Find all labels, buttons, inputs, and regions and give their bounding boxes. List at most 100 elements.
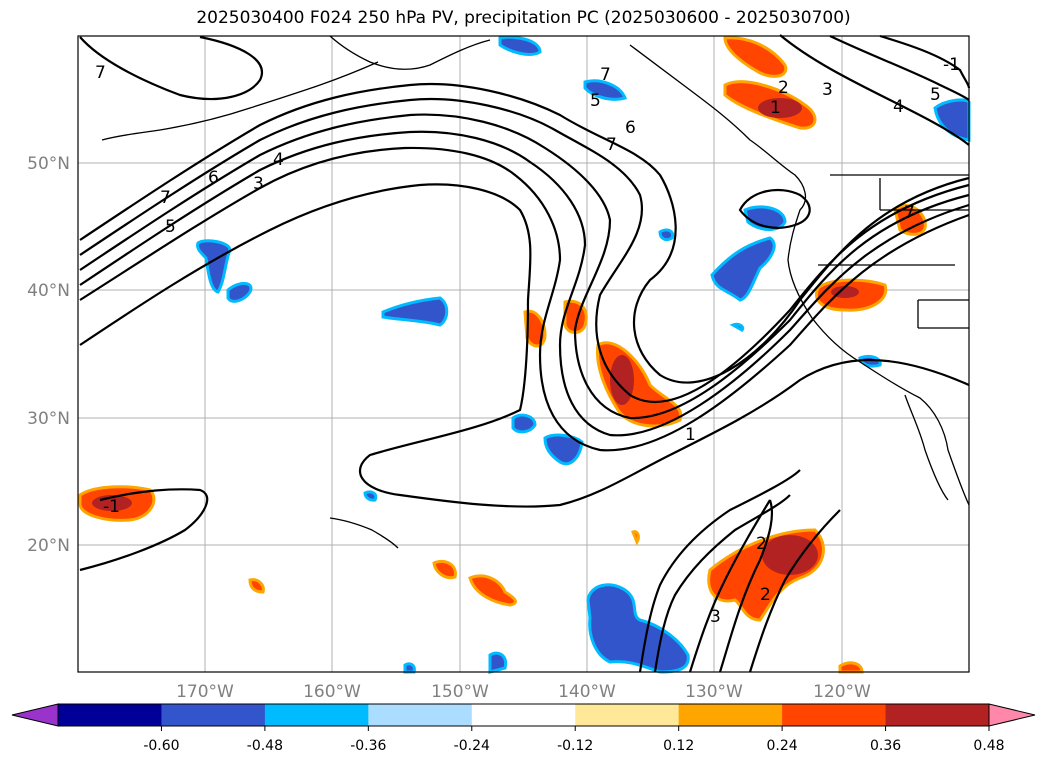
colorbar-tick-label: -0.36 [350, 738, 386, 754]
precip-strong-area [758, 98, 802, 118]
hawaiian-islands [329, 517, 399, 549]
lon-label: 120°W [813, 682, 871, 702]
precip-positive-area [432, 559, 457, 580]
contour-label: 1 [685, 425, 696, 445]
contour-label: 7 [160, 188, 171, 208]
colorbar-segment [264, 704, 369, 726]
contour-label: 7 [904, 203, 915, 223]
contour-label: 7 [95, 63, 106, 83]
precip-negative-area [543, 433, 584, 466]
precip-strong-area [610, 355, 634, 405]
colorbar-segment [368, 704, 473, 726]
pv-contour-line [638, 469, 801, 673]
colorbar-tick-label: -0.12 [557, 738, 593, 754]
precip-positive-area [838, 661, 864, 674]
precip-strong-area [831, 286, 859, 298]
pv-contour-line [748, 509, 841, 673]
precip-negative-area [658, 228, 675, 242]
precip-positive-area [631, 530, 640, 546]
precip-negative-area [583, 79, 628, 101]
colorbar-segment [471, 704, 576, 726]
precip-negative-area [586, 583, 690, 674]
contour-label: 3 [822, 80, 833, 100]
pv-contour-line [79, 82, 970, 384]
colorbar-segment [678, 704, 783, 726]
precip-negative-area [858, 354, 882, 368]
contour-label: -1 [103, 497, 120, 517]
pv-contour-line [829, 35, 970, 101]
colorbar-segment [885, 704, 990, 726]
colorbar-tick-label: -0.48 [247, 738, 283, 754]
precip-positive-area [523, 309, 547, 348]
pv-contour-line [79, 146, 970, 452]
aleutian-islands [101, 61, 379, 141]
pv-contour-labels: 7 7 6 5 4 3 5 6 7 7 5 4 3 2 1 7 1 -1 2 3… [95, 55, 960, 627]
colorbar-segment [161, 704, 266, 726]
precip-negative-area [710, 236, 776, 302]
contour-label: 1 [770, 98, 781, 118]
contour-label: 6 [625, 118, 636, 138]
colorbar-segment [782, 704, 887, 726]
pv-contour-line [79, 35, 263, 101]
pv-contour-line [779, 34, 970, 146]
lon-label: 130°W [685, 682, 743, 702]
colorbar-tick-label: -0.24 [454, 738, 490, 754]
pv-contour-line [738, 188, 811, 229]
precip-negative-area [488, 651, 508, 674]
contour-label: 5 [930, 85, 941, 105]
lat-label: 40°N [27, 281, 70, 301]
colorbar-extend-low-outline [11, 703, 59, 727]
lat-label: 20°N [27, 536, 70, 556]
map-frame [77, 35, 970, 673]
precip-negative-area [363, 490, 378, 502]
north-america-west-coast [629, 44, 970, 506]
colorbar-tick-label: 0.12 [663, 738, 694, 754]
contour-label: 2 [778, 78, 789, 98]
lon-label: 160°W [303, 682, 361, 702]
pv-contours [79, 34, 971, 673]
colorbar-extend-high [989, 704, 1035, 726]
pv-contour-line [653, 494, 791, 673]
contour-label: 2 [756, 534, 767, 554]
precip-negative-area [511, 413, 537, 434]
map-background [78, 36, 969, 672]
pv-contour-line [718, 499, 774, 673]
lat-label: 30°N [27, 409, 70, 429]
baja-california [904, 394, 949, 501]
pv-contour-line [879, 34, 971, 89]
pv-contour-line [79, 97, 970, 404]
pv-contour-line [79, 130, 970, 437]
pv-contour-line [79, 113, 970, 420]
contour-label: 6 [208, 168, 219, 188]
lon-label: 140°W [558, 682, 616, 702]
contour-label: 5 [165, 217, 176, 237]
colorbar-extend-low [12, 704, 58, 726]
lon-label: 150°W [431, 682, 489, 702]
colorbar-segment [58, 704, 162, 726]
contour-label: 4 [893, 97, 904, 117]
contour-label: -1 [943, 55, 960, 75]
colorbar-tick-label: 0.36 [870, 738, 901, 754]
precip-shading [78, 35, 971, 674]
map-title: 2025030400 F024 250 hPa PV, precipitatio… [196, 8, 851, 28]
contour-label: 5 [590, 91, 601, 111]
precip-negative-area [498, 35, 542, 56]
contour-label: 4 [273, 150, 284, 170]
colorbar-segment [575, 704, 680, 726]
colorbar: -0.60 -0.48 -0.36 -0.24 -0.12 0.12 0.24 0.36 0.4… [11, 703, 1036, 754]
contour-label: 3 [710, 607, 721, 627]
precip-positive-area [468, 574, 517, 607]
precip-negative-area [729, 322, 745, 332]
contour-label: 3 [253, 174, 264, 194]
pv-contour-line [79, 183, 970, 508]
alaska-coast [329, 35, 491, 70]
colorbar-tick-label: 0.48 [973, 738, 1004, 754]
precip-negative-area [226, 282, 253, 303]
coastlines [101, 35, 970, 549]
colorbar-tick-label: 0.24 [767, 738, 798, 754]
precip-positive-area [723, 36, 788, 78]
contour-label: 2 [760, 585, 771, 605]
longitude-labels: 170°W 160°W 150°W 140°W 130°W 120°W [176, 682, 871, 702]
contour-label: 7 [600, 65, 611, 85]
